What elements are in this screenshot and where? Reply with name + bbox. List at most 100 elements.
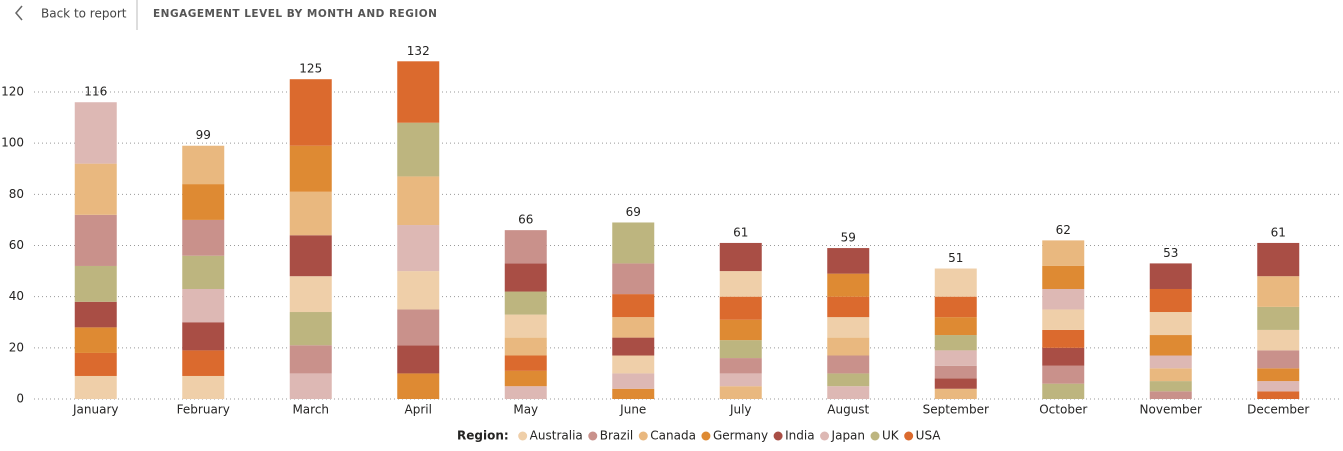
- back-icon[interactable]: [15, 5, 23, 21]
- bar-segment: [397, 122, 440, 177]
- bar-segment: [827, 273, 870, 297]
- bar-segment: [934, 296, 977, 318]
- legend-label: Japan: [831, 429, 865, 443]
- bar-segment: [1257, 276, 1300, 307]
- bar-segment: [1257, 329, 1300, 351]
- bar-segment: [1149, 312, 1192, 336]
- bar-segment: [1042, 347, 1085, 366]
- bar-segment: [289, 312, 332, 346]
- bar-segment: [504, 291, 547, 315]
- bar-segment: [934, 268, 977, 297]
- bar-segment: [504, 314, 547, 338]
- bar-segment: [827, 317, 870, 338]
- bar-segment: [719, 373, 762, 387]
- bar-segment: [1149, 381, 1192, 392]
- bar-segment: [1042, 329, 1085, 348]
- bar-segment: [719, 386, 762, 399]
- bar-segment: [397, 225, 440, 272]
- bar-segment: [74, 214, 117, 266]
- legend-label: UK: [882, 429, 900, 443]
- bar-segment: [182, 145, 225, 185]
- bar-segment: [719, 296, 762, 320]
- bar-segment: [74, 352, 117, 376]
- bar-segment: [1042, 365, 1085, 384]
- total-label: 59: [841, 231, 856, 245]
- bar-segment: [1149, 288, 1192, 313]
- bar-segment: [719, 242, 762, 272]
- bar-segment: [612, 317, 655, 338]
- bar-segment: [1257, 391, 1300, 399]
- x-tick-label: June: [619, 403, 646, 417]
- bar-segment: [289, 235, 332, 277]
- legend-label: Australia: [530, 429, 583, 443]
- total-label: 69: [626, 205, 641, 219]
- bar-segment: [1042, 265, 1085, 289]
- bar-segment: [1149, 368, 1192, 382]
- legend-swatch: [518, 431, 528, 441]
- legend-label: Canada: [650, 429, 696, 443]
- bar-segment: [397, 309, 440, 346]
- bar-segment: [74, 102, 117, 164]
- back-label[interactable]: Back to report: [41, 7, 127, 21]
- bar-segment: [1149, 263, 1192, 289]
- bar-segment: [1042, 309, 1085, 330]
- bar-segment: [397, 176, 440, 226]
- bar-segment: [74, 327, 117, 353]
- y-tick-label: 40: [9, 289, 24, 303]
- bar-segment: [719, 271, 762, 297]
- bar-segment: [934, 365, 977, 379]
- bar-segment: [612, 294, 655, 318]
- bar-segment: [74, 163, 117, 215]
- bar-segment: [182, 219, 225, 256]
- x-tick-label: March: [292, 403, 329, 417]
- bar-segment: [74, 301, 117, 328]
- legend-label: Germany: [713, 429, 768, 443]
- bar-segment: [827, 386, 870, 399]
- bar-segment: [397, 61, 440, 123]
- bar-segment: [289, 145, 332, 192]
- legend-swatch: [588, 431, 598, 441]
- total-label: 66: [518, 213, 533, 227]
- bar-segment: [612, 388, 655, 399]
- bar-segment: [934, 350, 977, 366]
- bar-segment: [1257, 350, 1300, 369]
- total-label: 116: [84, 85, 107, 99]
- bar-segment: [74, 375, 117, 399]
- bar-segment: [612, 222, 655, 264]
- legend: Region: Australia Brazil Canada Germany India…: [457, 429, 941, 443]
- bar-segment: [1257, 242, 1300, 277]
- y-tick-label: 60: [9, 238, 24, 252]
- total-label: 53: [1163, 246, 1178, 260]
- bar-segment: [612, 355, 655, 374]
- bar-segment: [397, 271, 440, 310]
- x-tick-label: August: [827, 403, 869, 417]
- total-label: 62: [1056, 223, 1071, 237]
- x-tick-label: May: [513, 403, 538, 417]
- y-tick-label: 80: [9, 187, 24, 201]
- bar-segment: [397, 373, 440, 399]
- bar-segment: [1257, 368, 1300, 382]
- bar-segment: [934, 335, 977, 351]
- bar-segment: [1149, 355, 1192, 369]
- bar-segment: [827, 248, 870, 274]
- y-tick-label: 0: [16, 392, 24, 406]
- bar-segment: [1149, 335, 1192, 356]
- total-label: 125: [299, 62, 322, 76]
- bar-segment: [1149, 391, 1192, 399]
- x-tick-label: December: [1247, 403, 1309, 417]
- y-tick-label: 100: [1, 136, 24, 150]
- bar-segment: [934, 378, 977, 389]
- bar-segment: [1257, 306, 1300, 330]
- bar-segment: [182, 375, 225, 399]
- bar-segment: [612, 263, 655, 295]
- bar-segment: [1042, 240, 1085, 266]
- bar-segment: [182, 350, 225, 376]
- bar-segment: [504, 230, 547, 264]
- x-tick-label: October: [1039, 403, 1087, 417]
- bar-segment: [612, 373, 655, 389]
- back-button[interactable]: Back to report: [15, 5, 127, 21]
- x-tick-label: February: [177, 403, 230, 417]
- bar-segment: [719, 319, 762, 341]
- legend-swatch: [870, 431, 880, 441]
